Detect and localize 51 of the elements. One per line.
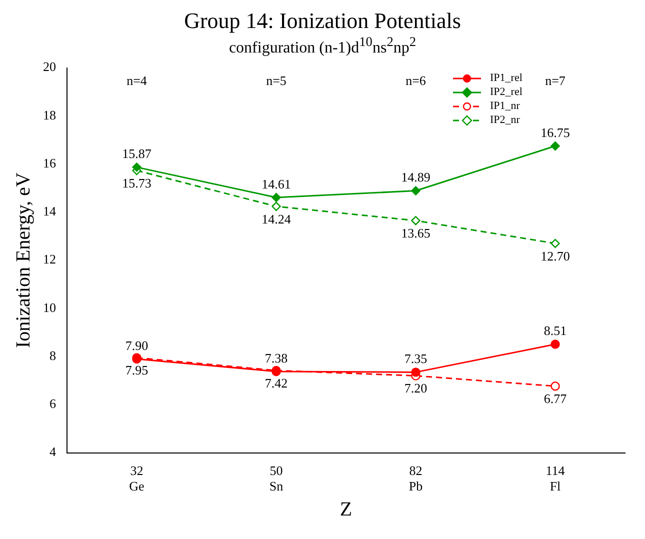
- annotation: n=7: [545, 74, 566, 89]
- data-label: 16.75: [540, 125, 570, 140]
- chart-title: Group 14: Ionization Potentials: [183, 8, 462, 34]
- point: [550, 340, 560, 350]
- x-axis-title: Z: [340, 498, 352, 521]
- data-label: 7.42: [264, 376, 288, 391]
- legend-label: IP1_rel: [490, 72, 522, 84]
- point: [550, 382, 560, 392]
- annotation: n=6: [406, 74, 426, 89]
- annotation: n=5: [266, 74, 286, 89]
- data-label: 7.95: [125, 363, 148, 378]
- data-label: 15.87: [122, 146, 152, 162]
- legend-label: IP1_nr: [490, 100, 520, 112]
- data-label: 14.24: [262, 212, 292, 227]
- point: [411, 216, 420, 226]
- y-tick-label: 16: [43, 156, 56, 171]
- y-tick-label: 4: [50, 444, 56, 460]
- data-label: 12.70: [540, 248, 570, 264]
- y-tick-label: 18: [43, 108, 56, 123]
- y-axis-title: Ionization Energy, eV: [12, 172, 34, 348]
- data-label: 8.51: [544, 324, 567, 339]
- y-tick-label: 14: [43, 204, 56, 219]
- data-label: 15.73: [122, 176, 152, 191]
- point: [550, 142, 560, 151]
- y-tick-label: 10: [43, 300, 56, 316]
- chart-subtitle: configuration (n-1)d$^{10}$ns$^{2}$np$^{2}$: [228, 34, 418, 58]
- x-tick-label: 50 Sn: [269, 463, 284, 494]
- y-tick-label: 8: [50, 348, 56, 364]
- x-tick-label: 82 Pb: [408, 463, 423, 494]
- point: [272, 193, 281, 202]
- annotation: n=4: [126, 74, 148, 89]
- y-tick-label: 20: [43, 60, 56, 75]
- data-label: 14.89: [401, 170, 430, 186]
- legend-label: IP2_nr: [490, 114, 520, 126]
- x-tick-label: 114 Fl: [546, 463, 566, 494]
- y-tick-label: 12: [43, 252, 56, 268]
- point: [411, 368, 420, 378]
- data-label: 7.20: [404, 381, 428, 396]
- x-tick-label: 32 Ge: [129, 463, 145, 494]
- y-tick-label: 6: [50, 396, 56, 412]
- point: [411, 186, 420, 196]
- point: [550, 239, 560, 248]
- data-label: 7.35: [404, 351, 428, 366]
- data-label: 13.65: [401, 226, 430, 241]
- data-label: 7.90: [125, 338, 148, 354]
- point: [132, 162, 142, 172]
- point: [272, 202, 281, 212]
- data-label: 7.38: [264, 350, 288, 366]
- data-label: 6.77: [544, 391, 568, 406]
- legend-label: IP2_rel: [490, 86, 522, 98]
- data-label: 14.61: [262, 176, 291, 192]
